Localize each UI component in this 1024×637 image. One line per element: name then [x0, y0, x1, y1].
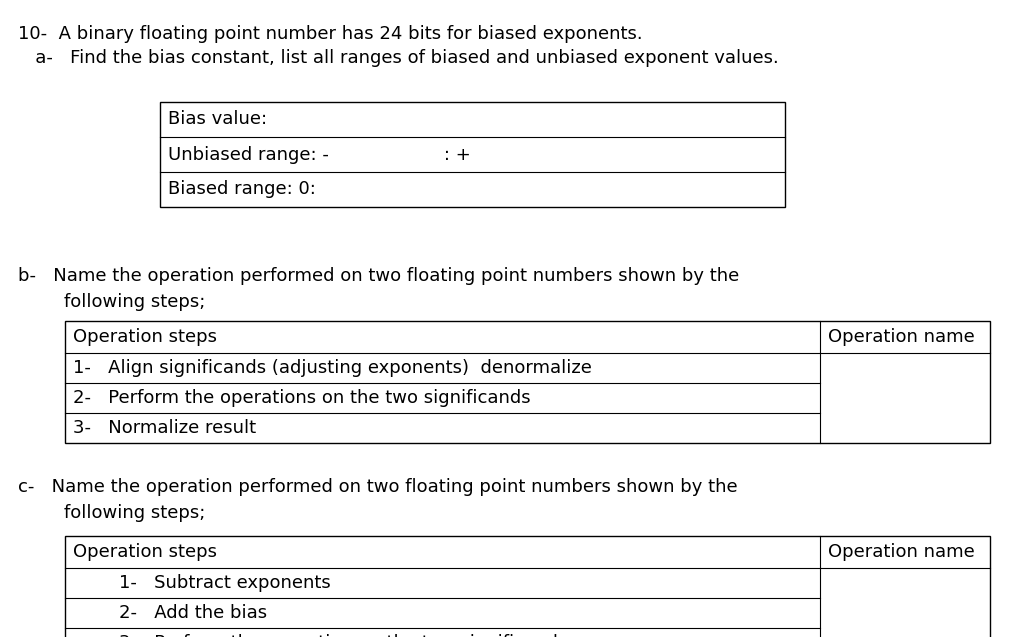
Text: Biased range: 0:: Biased range: 0:: [168, 180, 315, 199]
Text: a-   Find the bias constant, list all ranges of biased and unbiased exponent val: a- Find the bias constant, list all rang…: [18, 49, 778, 67]
Text: Unbiased range: -                    : +: Unbiased range: - : +: [168, 145, 471, 164]
Text: 1-   Align significands (adjusting exponents)  denormalize: 1- Align significands (adjusting exponen…: [73, 359, 592, 377]
Bar: [65, 536, 990, 637]
Text: Operation steps: Operation steps: [73, 328, 217, 346]
Text: c-   Name the operation performed on two floating point numbers shown by the: c- Name the operation performed on two f…: [18, 478, 737, 496]
Text: b-   Name the operation performed on two floating point numbers shown by the: b- Name the operation performed on two f…: [18, 267, 739, 285]
Text: 3-   Normalize result: 3- Normalize result: [73, 419, 256, 437]
Text: 2-   Add the bias: 2- Add the bias: [73, 604, 267, 622]
Bar: [160, 102, 785, 207]
Text: 1-   Subtract exponents: 1- Subtract exponents: [73, 574, 331, 592]
Text: Operation steps: Operation steps: [73, 543, 217, 561]
Text: following steps;: following steps;: [18, 293, 206, 311]
Text: Bias value:: Bias value:: [168, 110, 267, 129]
Text: Operation name: Operation name: [828, 328, 975, 346]
Text: 10-  A binary floating point number has 24 bits for biased exponents.: 10- A binary floating point number has 2…: [18, 25, 643, 43]
Text: 3-   Perform the operation on the two significands: 3- Perform the operation on the two sign…: [73, 634, 567, 637]
Text: 2-   Perform the operations on the two significands: 2- Perform the operations on the two sig…: [73, 389, 530, 407]
Bar: [65, 321, 990, 443]
Text: Operation name: Operation name: [828, 543, 975, 561]
Text: following steps;: following steps;: [18, 504, 206, 522]
